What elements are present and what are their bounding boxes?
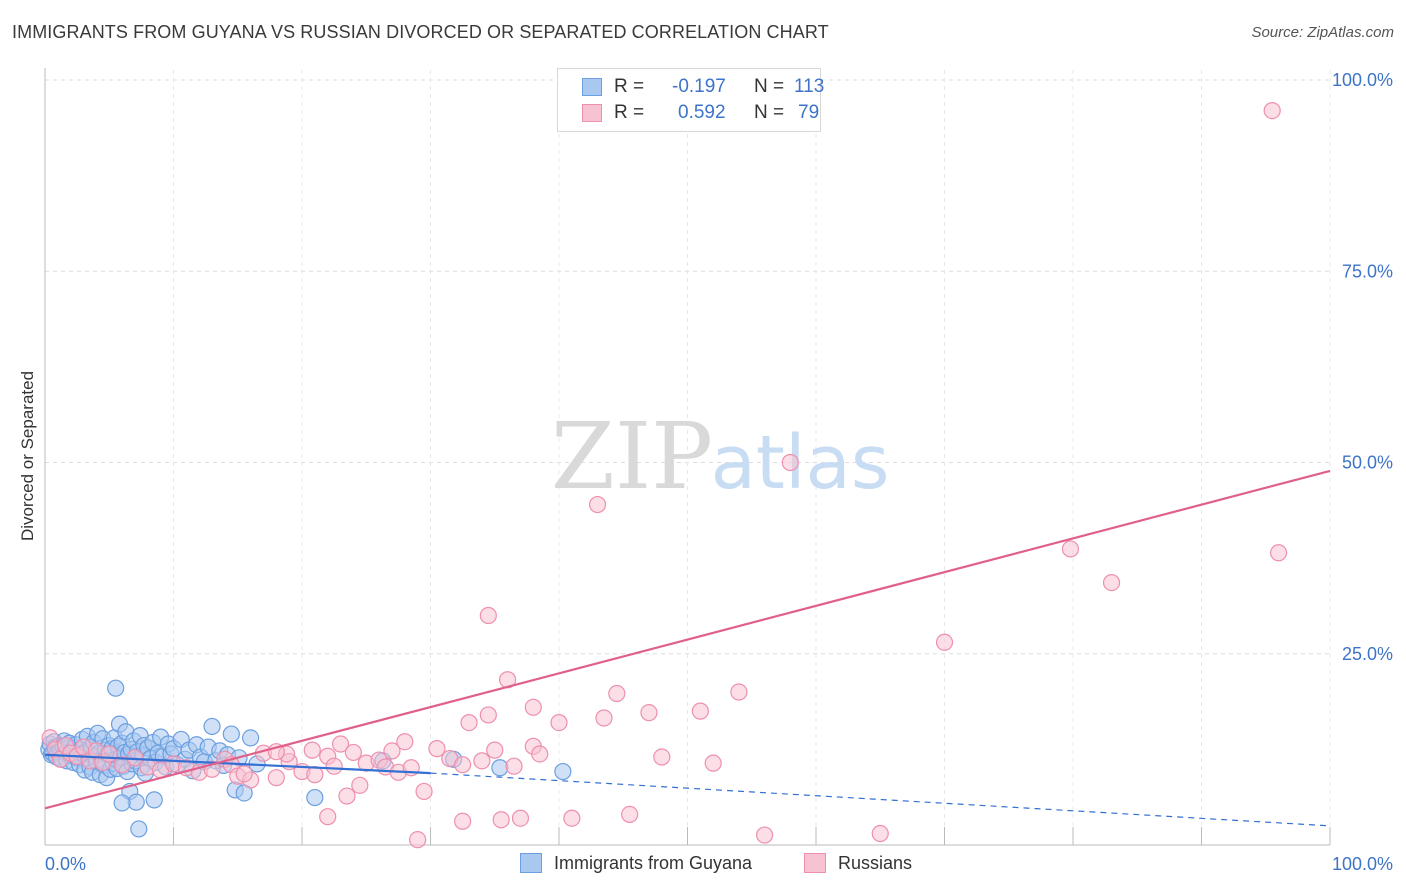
russians-point — [460, 713, 478, 732]
axes — [44, 68, 1331, 846]
russians-point — [871, 824, 889, 843]
russians-point — [505, 757, 523, 775]
source-credit: Source: ZipAtlas.com — [1251, 24, 1394, 41]
russians-point — [640, 704, 658, 722]
guyana-point — [242, 729, 260, 747]
russians-point — [319, 808, 337, 826]
russians-point — [479, 606, 497, 625]
russians-point — [781, 453, 799, 472]
russians-point — [454, 756, 472, 774]
russians-point — [351, 776, 369, 794]
n-label: N = — [754, 76, 785, 97]
n-value: 113 — [794, 76, 825, 97]
russians-point — [344, 743, 362, 762]
r-label: R = — [614, 76, 645, 97]
tick-labels: 100.0% 75.0% 50.0% 25.0% 0.0% 100.0% — [45, 70, 1393, 874]
legend-swatch-blue — [520, 853, 542, 873]
russians-point — [531, 745, 549, 763]
trend-lines — [44, 469, 1331, 827]
russians-point — [415, 782, 433, 801]
russians-point — [306, 766, 324, 784]
blue-swatch — [582, 78, 602, 96]
russians-point — [1263, 101, 1281, 120]
russians-point — [1102, 574, 1121, 592]
russians-point — [588, 495, 607, 514]
guyana-trend-line — [44, 753, 431, 775]
russians-point — [511, 809, 530, 827]
legend-swatch-pink — [804, 853, 826, 873]
russians-point — [479, 706, 497, 724]
x-tick-label: 0.0% — [45, 854, 86, 874]
r-value: -0.197 — [672, 76, 726, 97]
russians-point — [691, 702, 709, 720]
russians-point — [486, 741, 504, 759]
russians-point — [331, 735, 350, 753]
r-label: R = — [614, 102, 645, 123]
russians-point — [267, 769, 285, 787]
y-tick-label: 100.0% — [1332, 70, 1393, 90]
n-value: 79 — [798, 102, 820, 123]
russians-point — [730, 683, 748, 701]
watermark-atlas: atlas — [711, 420, 890, 506]
russians-point — [755, 826, 774, 844]
guyana-point — [306, 788, 324, 807]
russians-point — [608, 684, 626, 703]
russians-point — [100, 745, 118, 763]
russians-point — [409, 831, 427, 849]
guyana-point — [145, 791, 163, 809]
guyana-trend-extension — [430, 772, 1331, 827]
stats-box: R = -0.197 N = 113 R = 0.592 N = 79 — [557, 68, 825, 132]
chart-title: IMMIGRANTS FROM GUYANA VS RUSSIAN DIVORC… — [12, 22, 829, 42]
pink-swatch — [582, 104, 602, 122]
n-label: N = — [754, 102, 785, 123]
russians-point — [303, 741, 321, 759]
legend-label: Russians — [838, 853, 913, 873]
y-tick-label: 25.0% — [1342, 644, 1393, 664]
y-tick-label: 75.0% — [1342, 261, 1393, 281]
russians-point — [1269, 544, 1288, 562]
russians-point — [428, 740, 446, 758]
russians-point — [595, 709, 613, 727]
russians-point — [653, 748, 671, 766]
russians-point — [454, 812, 472, 830]
legend-label: Immigrants from Guyana — [554, 853, 753, 873]
guyana-point — [491, 759, 509, 777]
series-russians-points — [41, 101, 1288, 849]
russians-point — [396, 733, 414, 751]
russians-point — [383, 742, 401, 760]
guyana-point — [130, 820, 148, 838]
russians-point — [325, 757, 343, 775]
r-value: 0.592 — [678, 102, 726, 123]
guyana-point — [203, 717, 221, 736]
russians-point — [563, 809, 581, 827]
gridlines — [45, 70, 1331, 845]
russians-point — [935, 633, 954, 651]
russians-point — [1061, 540, 1080, 558]
russians-point — [704, 754, 722, 772]
y-tick-label: 50.0% — [1342, 453, 1393, 473]
guyana-point — [107, 679, 125, 697]
guyana-point — [113, 794, 131, 812]
russians-point — [492, 811, 510, 829]
guyana-point — [222, 725, 240, 743]
russians-point — [550, 713, 568, 732]
russians-point — [524, 698, 542, 716]
watermark-zip: ZIP — [551, 403, 713, 510]
watermark: ZIP atlas — [551, 403, 890, 510]
russians-point — [338, 787, 356, 805]
russians-trend-line — [44, 469, 1331, 810]
x-tick-label: 100.0% — [1332, 854, 1393, 874]
russians-point — [473, 752, 491, 770]
russians-point — [235, 765, 253, 783]
guyana-point — [554, 762, 572, 781]
russians-point — [621, 805, 639, 824]
